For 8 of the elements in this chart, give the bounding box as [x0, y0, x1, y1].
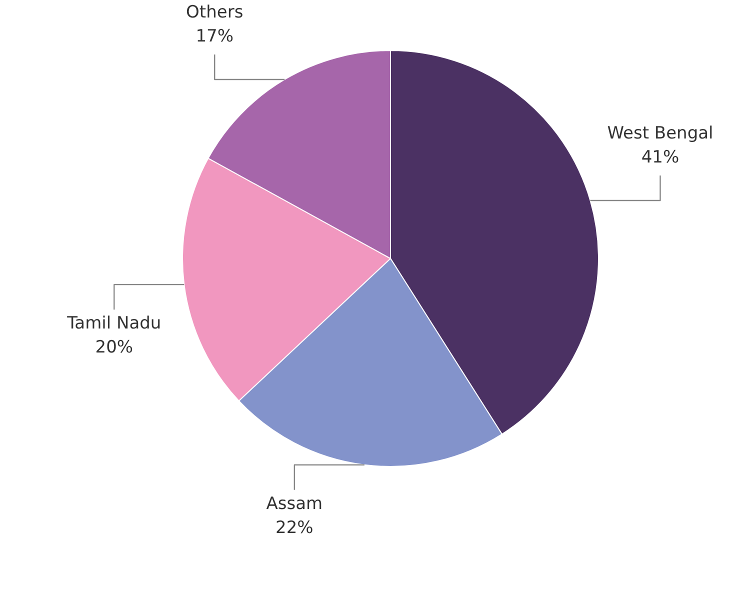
data-label: 17% — [196, 26, 234, 46]
data-label: 41% — [641, 147, 680, 168]
data-label: 22% — [276, 518, 314, 538]
slice-label: Tamil Nadu — [66, 314, 162, 334]
slice-label: West Bengal — [607, 123, 714, 144]
slice-label: Others — [186, 2, 244, 22]
slice-label: Assam — [266, 494, 323, 514]
data-label: 20% — [95, 338, 134, 358]
